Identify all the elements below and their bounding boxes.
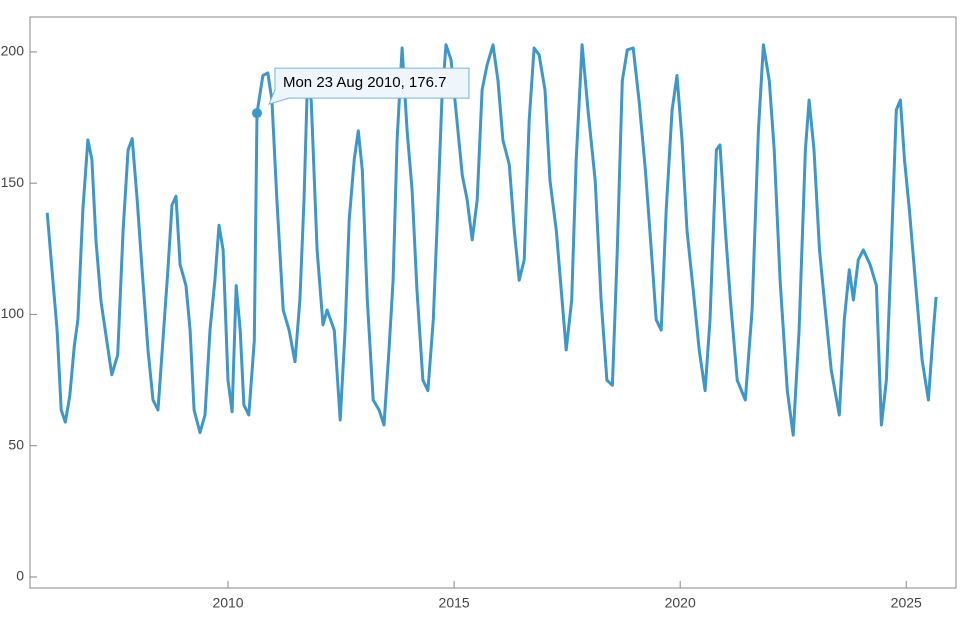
tooltip-text: Mon 23 Aug 2010, 176.7 [283,74,446,91]
y-tick-label: 100 [1,305,25,321]
y-tick-label: 200 [1,43,25,59]
highlight-point [251,108,262,119]
x-tick-label: 2020 [665,595,696,611]
plot-frame [29,16,957,589]
x-tick-label: 2025 [891,595,922,611]
data-line [45,43,938,437]
y-tick-label: 50 [8,436,24,452]
x-tick-label: 2015 [439,595,470,611]
x-tick-label: 2010 [212,595,243,611]
y-tick-label: 150 [1,174,25,190]
tooltip-box [268,67,470,105]
y-tick-label: 0 [16,568,24,584]
